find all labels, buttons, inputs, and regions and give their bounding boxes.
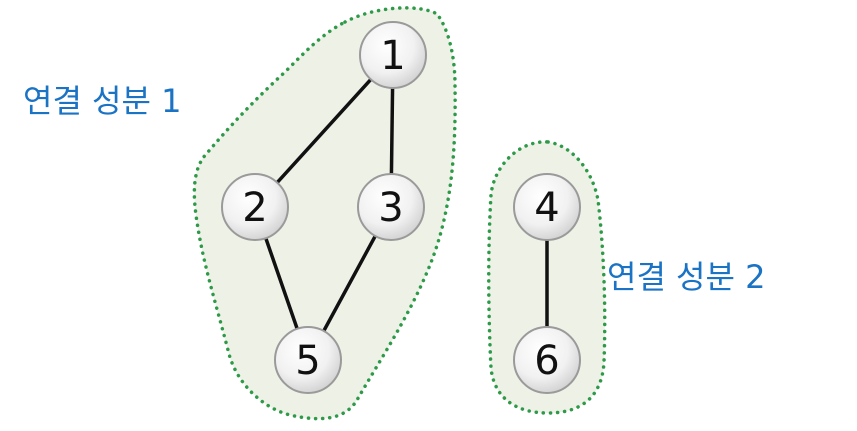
nodes-layer: 1 2 3 4 5 6 bbox=[221, 21, 581, 394]
node-2: 2 bbox=[221, 173, 289, 241]
node-3-circle bbox=[357, 173, 425, 241]
component-2-label: 연결 성분 2 bbox=[607, 258, 765, 296]
node-3-label: 3 bbox=[378, 185, 403, 231]
edge-1-2 bbox=[253, 53, 395, 209]
node-6-circle bbox=[513, 326, 581, 394]
node-1: 1 bbox=[359, 21, 427, 89]
node-5: 5 bbox=[274, 326, 342, 394]
node-6: 6 bbox=[513, 326, 581, 394]
node-2-label: 2 bbox=[242, 185, 267, 231]
node-4-circle bbox=[513, 173, 581, 241]
node-1-circle bbox=[359, 21, 427, 89]
node-5-label: 5 bbox=[295, 338, 320, 384]
node-4-label: 4 bbox=[534, 185, 559, 231]
component-1-region bbox=[192, 6, 457, 421]
node-2-circle bbox=[221, 173, 289, 241]
node-4: 4 bbox=[513, 173, 581, 241]
node-3: 3 bbox=[357, 173, 425, 241]
node-5-circle bbox=[274, 326, 342, 394]
component-1-label: 연결 성분 1 bbox=[23, 82, 181, 120]
node-1-label: 1 bbox=[380, 33, 405, 79]
node-6-label: 6 bbox=[534, 338, 559, 384]
